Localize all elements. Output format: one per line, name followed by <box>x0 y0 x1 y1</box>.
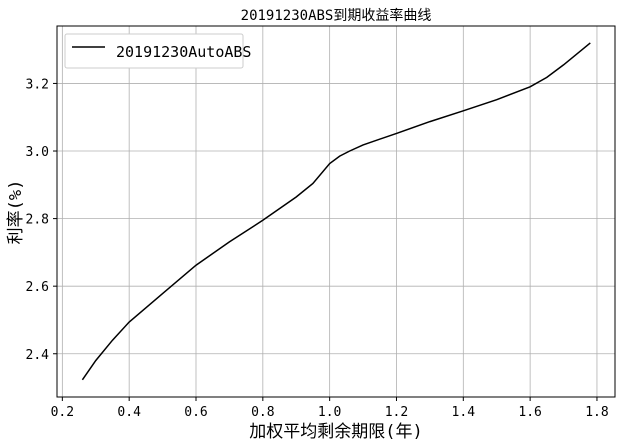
x-tick-label: 1.0 <box>318 405 341 420</box>
series-line <box>81 42 591 381</box>
y-axis-label: 利率(%) <box>6 180 26 245</box>
y-tick-label: 3.0 <box>26 145 49 160</box>
x-tick-label: 0.4 <box>117 405 141 420</box>
x-tick-label: 1.4 <box>452 405 476 420</box>
y-tick-label: 2.8 <box>26 213 49 228</box>
plot-frame <box>56 25 616 398</box>
grid <box>57 26 615 397</box>
x-tick-label: 0.6 <box>184 405 207 420</box>
y-tick-label: 3.2 <box>26 77 49 92</box>
x-tick-label: 1.8 <box>585 405 608 420</box>
chart-title: 20191230ABS到期收益率曲线 <box>241 7 432 24</box>
x-axis-ticks: 0.2 0.4 0.6 0.8 1.0 1.2 1.4 1.6 1.8 <box>51 397 609 420</box>
x-tick-label: 0.2 <box>51 405 74 420</box>
y-axis-ticks: 2.4 2.6 2.8 3.0 3.2 <box>26 77 57 363</box>
x-tick-label: 0.8 <box>251 405 274 420</box>
legend-label: 20191230AutoABS <box>116 43 251 61</box>
y-tick-label: 2.6 <box>26 280 49 295</box>
legend-box <box>64 33 244 69</box>
x-tick-label: 1.6 <box>518 405 541 420</box>
y-tick-label: 2.4 <box>26 348 50 363</box>
x-axis-label: 加权平均剩余期限(年) <box>249 422 422 442</box>
legend: 20191230AutoABS <box>64 33 251 69</box>
x-tick-label: 1.2 <box>385 405 408 420</box>
